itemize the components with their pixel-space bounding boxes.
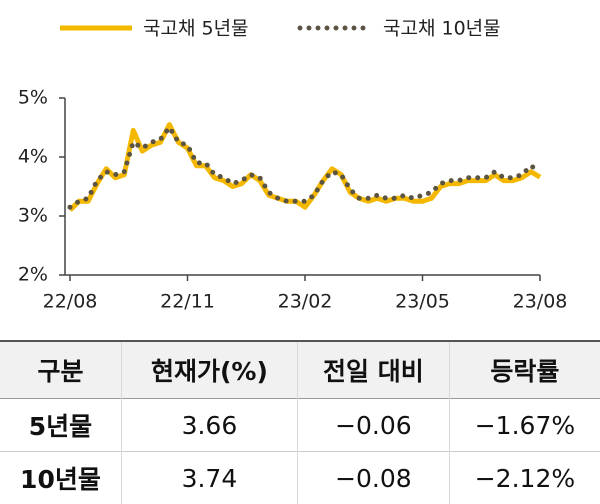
legend-label: 국고채 5년물 — [143, 18, 249, 40]
table-cell: −0.08 — [296, 451, 450, 504]
table-cell: −1.67% — [448, 398, 600, 452]
quote-table: 구분 현재가(%) 전일 대비 등락률 5년물 3.66 −0.06 −1.67% 10년물 3… — [0, 340, 600, 504]
series-line — [67, 123, 543, 210]
series-line — [68, 122, 542, 212]
legend-label: 국고채 10년물 — [383, 18, 501, 40]
header-cell: 전일 대비 — [296, 340, 450, 399]
x-tick-label: 22/08 — [43, 291, 98, 313]
table-row: 10년물 3.74 −0.08 −2.12% — [0, 451, 600, 504]
x-tick-label: 23/05 — [395, 291, 450, 313]
table-cell: 10년물 — [0, 451, 122, 504]
y-tick-label: 2% — [18, 264, 48, 286]
y-tick-label: 3% — [18, 205, 48, 227]
x-tick-label: 23/02 — [278, 291, 333, 313]
y-tick-label: 4% — [18, 146, 48, 168]
table-cell: −2.12% — [448, 451, 600, 504]
table-cell: −0.06 — [296, 398, 450, 452]
x-tick-label: 23/08 — [513, 291, 568, 313]
table-header: 구분 현재가(%) 전일 대비 등락률 — [0, 340, 600, 399]
table-row: 5년물 3.66 −0.06 −1.67% — [0, 398, 600, 452]
y-tick-label: 5% — [18, 87, 48, 109]
header-cell: 등락률 — [448, 340, 600, 399]
table-body: 5년물 3.66 −0.06 −1.67% 10년물 3.74 −0.08 −2.12% — [0, 398, 600, 504]
header-cell: 현재가(%) — [120, 340, 298, 399]
chart: 2% 3% 4% 5% 22/08 22/11 23/02 23/05 23/08 국고채 5년물… — [18, 18, 568, 313]
table-cell: 3.66 — [120, 398, 298, 452]
x-tick-label: 22/11 — [160, 291, 215, 313]
header-cell: 구분 — [0, 340, 122, 399]
table-cell: 5년물 — [0, 398, 122, 452]
table-cell: 3.74 — [120, 451, 298, 504]
